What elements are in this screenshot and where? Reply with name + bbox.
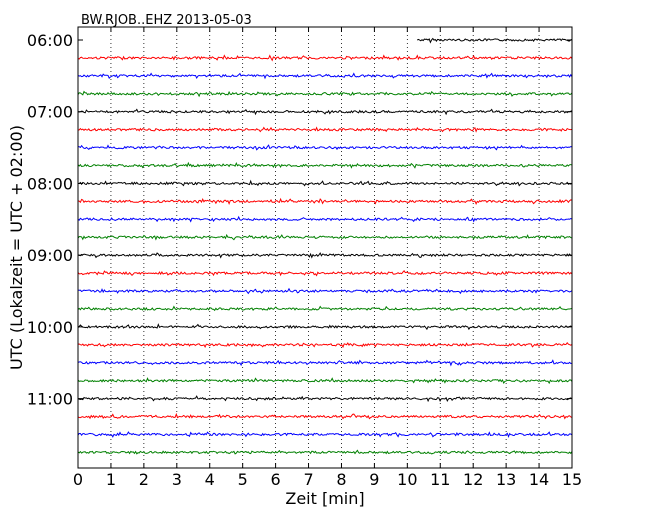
x-tick-label: 7 <box>303 470 313 489</box>
x-tick-label: 4 <box>205 470 215 489</box>
trace-row <box>77 179 573 187</box>
x-tick-label: 10 <box>397 470 417 489</box>
trace-row <box>77 197 573 206</box>
trace-row <box>77 144 573 151</box>
trace-row <box>77 449 573 455</box>
trace-row <box>77 233 573 241</box>
x-tick-label: 0 <box>73 470 83 489</box>
trace-row <box>416 37 573 44</box>
y-tick-label: 08:00 <box>27 174 73 193</box>
trace-row <box>77 305 573 312</box>
trace-row <box>77 215 573 223</box>
trace-row <box>77 412 573 420</box>
plot-frame <box>77 26 573 469</box>
trace-row <box>77 126 573 133</box>
trace-row <box>77 161 573 169</box>
x-tick-label: 9 <box>369 470 379 489</box>
trace-row <box>77 252 573 259</box>
y-axis-label: UTC (Lokalzeit = UTC + 02:00) <box>7 125 26 370</box>
x-tick-label: 3 <box>172 470 182 489</box>
trace-row <box>77 342 573 349</box>
x-tick-label: 2 <box>139 470 149 489</box>
trace-row <box>77 287 573 295</box>
trace-row <box>77 395 573 403</box>
y-tick-label: 09:00 <box>27 246 73 265</box>
x-axis-ticks: 0 1 2 3 4 5 6 7 8 9 10 11 12 13 14 15 <box>73 27 582 489</box>
x-tick-label: 13 <box>496 470 516 489</box>
x-tick-label: 11 <box>430 470 450 489</box>
x-gridlines <box>110 27 540 468</box>
x-tick-label: 5 <box>238 470 248 489</box>
x-tick-label: 12 <box>463 470 483 489</box>
y-axis-ticks: 06:00 07:00 08:00 09:00 10:00 11:00 <box>27 31 572 409</box>
chart-title: BW.RJOB..EHZ 2013-05-03 <box>81 13 252 28</box>
trace-row <box>77 359 573 367</box>
x-tick-label: 6 <box>271 470 281 489</box>
x-tick-label: 14 <box>529 470 549 489</box>
trace-row <box>77 108 573 116</box>
trace-row <box>77 431 573 438</box>
trace-row <box>77 54 573 62</box>
y-tick-label: 06:00 <box>27 31 73 50</box>
trace-row <box>77 269 573 277</box>
y-tick-label: 10:00 <box>27 318 73 337</box>
seismic-traces <box>77 37 573 455</box>
trace-row <box>77 377 573 385</box>
trace-row <box>77 90 573 98</box>
x-tick-label: 1 <box>106 470 116 489</box>
x-tick-label: 8 <box>336 470 346 489</box>
trace-row <box>77 72 573 80</box>
y-tick-label: 11:00 <box>27 390 73 409</box>
y-tick-label: 07:00 <box>27 103 73 122</box>
x-axis-label: Zeit [min] <box>285 489 364 508</box>
trace-row <box>77 323 573 331</box>
x-tick-label: 15 <box>562 470 582 489</box>
